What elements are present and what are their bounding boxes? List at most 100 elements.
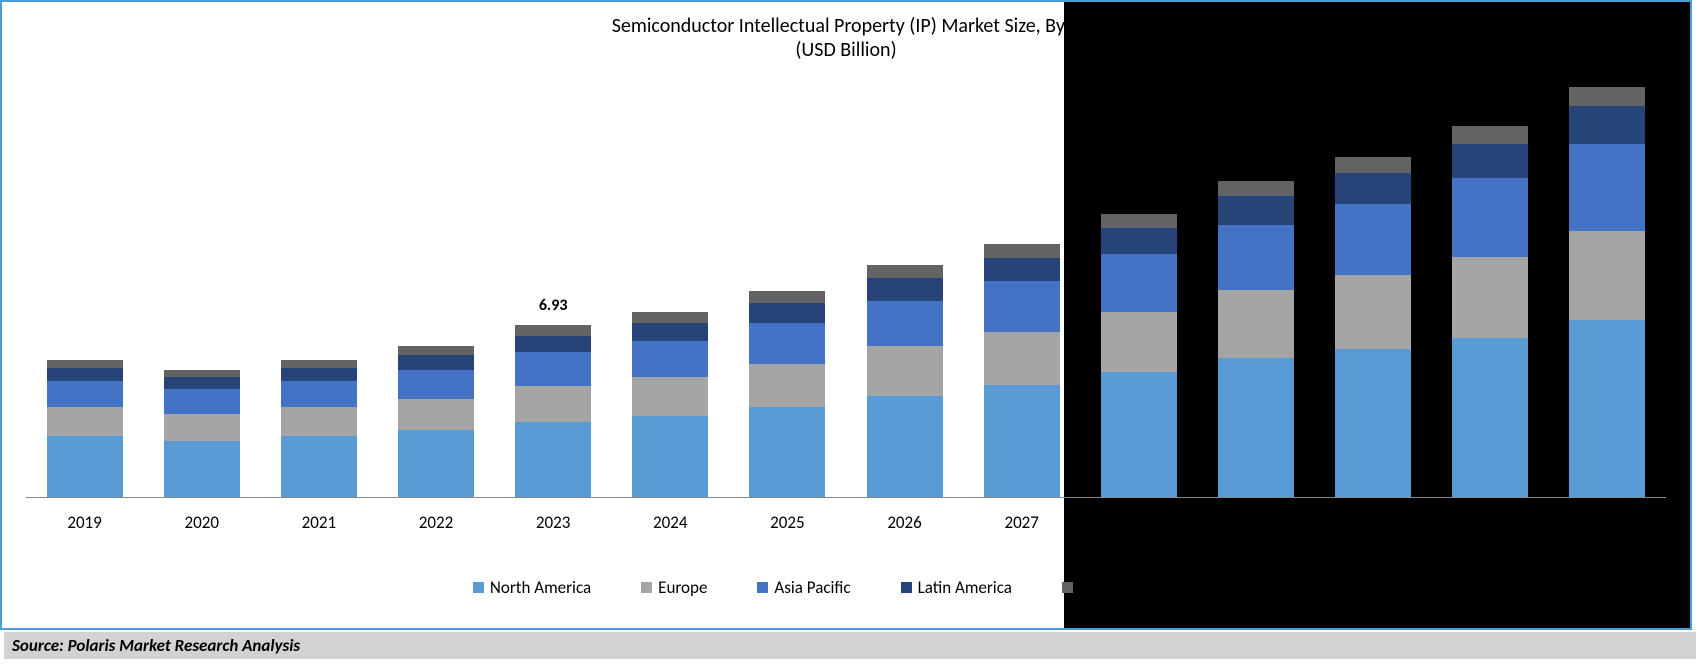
x-axis-label: 2032 xyxy=(1569,512,1645,533)
legend-swatch xyxy=(473,582,484,593)
legend-swatch xyxy=(757,582,768,593)
bar-segment xyxy=(984,258,1060,281)
bar-segment xyxy=(515,422,591,497)
bar-segment xyxy=(398,430,474,497)
bar-group xyxy=(281,82,357,497)
stacked-bar xyxy=(398,346,474,497)
chart-title-line1: Semiconductor Intellectual Property (IP)… xyxy=(2,14,1690,38)
bar-segment xyxy=(1569,106,1645,144)
bar-segment xyxy=(281,381,357,407)
bar-group xyxy=(398,82,474,497)
stacked-bar xyxy=(281,360,357,497)
legend-item: Europe xyxy=(641,577,707,598)
bar-segment xyxy=(515,325,591,335)
stacked-bar xyxy=(164,370,240,497)
bar-segment xyxy=(398,370,474,399)
stacked-bar xyxy=(867,265,943,497)
bar-segment xyxy=(164,389,240,413)
bar-segment xyxy=(281,360,357,368)
stacked-bar xyxy=(1452,126,1528,497)
bar-segment xyxy=(749,407,825,497)
bar-segment xyxy=(1452,178,1528,256)
legend-item: North America xyxy=(473,577,591,598)
bar-segment xyxy=(1335,275,1411,349)
bar-segment xyxy=(867,396,943,497)
legend-item: Asia Pacific xyxy=(757,577,850,598)
x-axis-label: 2025 xyxy=(749,512,825,533)
bar-segment xyxy=(1101,312,1177,373)
x-axis-label: 2019 xyxy=(47,512,123,533)
legend-label: Europe xyxy=(658,577,707,598)
data-point-label: 6.93 xyxy=(539,296,568,315)
bar-segment xyxy=(515,386,591,422)
bar-segment xyxy=(1569,144,1645,231)
bar-segment xyxy=(1218,196,1294,225)
x-axis-label: 2031 xyxy=(1452,512,1528,533)
bar-segment xyxy=(984,332,1060,386)
bar-segment xyxy=(867,301,943,347)
bar-segment xyxy=(1452,126,1528,143)
stacked-bar xyxy=(749,291,825,497)
bar-segment xyxy=(749,303,825,323)
bar-segment xyxy=(984,244,1060,258)
bar-group: 6.93 xyxy=(515,82,591,497)
bar-segment xyxy=(984,385,1060,497)
legend-swatch xyxy=(901,582,912,593)
bar-segment xyxy=(867,278,943,301)
bar-segment xyxy=(632,416,708,497)
legend-label: Latin America xyxy=(918,577,1012,598)
bar-group xyxy=(1569,82,1645,497)
legend-item: Latin America xyxy=(901,577,1012,598)
bar-segment xyxy=(1569,87,1645,106)
stacked-bar xyxy=(984,244,1060,497)
bar-segment xyxy=(281,436,357,497)
bars-container: 6.93 xyxy=(26,82,1666,498)
legend-label: Asia Pacific xyxy=(774,577,850,598)
stacked-bar xyxy=(1218,181,1294,497)
bar-segment xyxy=(1569,231,1645,321)
bar-group xyxy=(1335,82,1411,497)
x-axis-labels: 2019202020212022202320242025202620272028… xyxy=(26,512,1666,533)
bar-segment xyxy=(867,265,943,278)
chart-legend: North America Europe Asia Pacific Latin Ame… xyxy=(2,577,1690,598)
bar-segment xyxy=(1218,181,1294,195)
stacked-bar xyxy=(515,325,591,497)
x-axis-label: 2029 xyxy=(1218,512,1294,533)
bar-segment xyxy=(47,407,123,436)
bar-segment xyxy=(47,368,123,381)
bar-segment xyxy=(749,364,825,407)
bar-group xyxy=(1452,82,1528,497)
bar-segment xyxy=(47,360,123,368)
bar-segment xyxy=(164,377,240,389)
stacked-bar xyxy=(1101,214,1177,497)
x-axis-label: 2023 xyxy=(515,512,591,533)
bar-segment xyxy=(1218,225,1294,290)
bar-segment xyxy=(164,370,240,378)
bar-segment xyxy=(398,355,474,369)
bar-segment xyxy=(1101,254,1177,312)
bar-segment xyxy=(1452,257,1528,338)
bar-segment xyxy=(1335,157,1411,173)
bar-segment xyxy=(1335,204,1411,275)
bar-segment xyxy=(1452,144,1528,179)
stacked-bar xyxy=(47,360,123,497)
bar-segment xyxy=(1101,372,1177,497)
bar-segment xyxy=(398,399,474,431)
x-axis-label: 2022 xyxy=(398,512,474,533)
bar-group xyxy=(984,82,1060,497)
bar-segment xyxy=(1335,173,1411,205)
bar-segment xyxy=(749,323,825,364)
bar-segment xyxy=(1101,228,1177,254)
bar-group xyxy=(1101,82,1177,497)
bar-segment xyxy=(632,341,708,377)
bar-segment xyxy=(164,441,240,497)
x-axis-label: 2030 xyxy=(1335,512,1411,533)
x-axis-label: 2020 xyxy=(164,512,240,533)
stacked-bar xyxy=(1335,157,1411,497)
bar-segment xyxy=(1101,214,1177,228)
bar-segment xyxy=(632,377,708,416)
legend-swatch xyxy=(641,582,652,593)
bar-segment xyxy=(1218,358,1294,497)
bar-segment xyxy=(47,381,123,407)
bar-segment xyxy=(515,336,591,353)
